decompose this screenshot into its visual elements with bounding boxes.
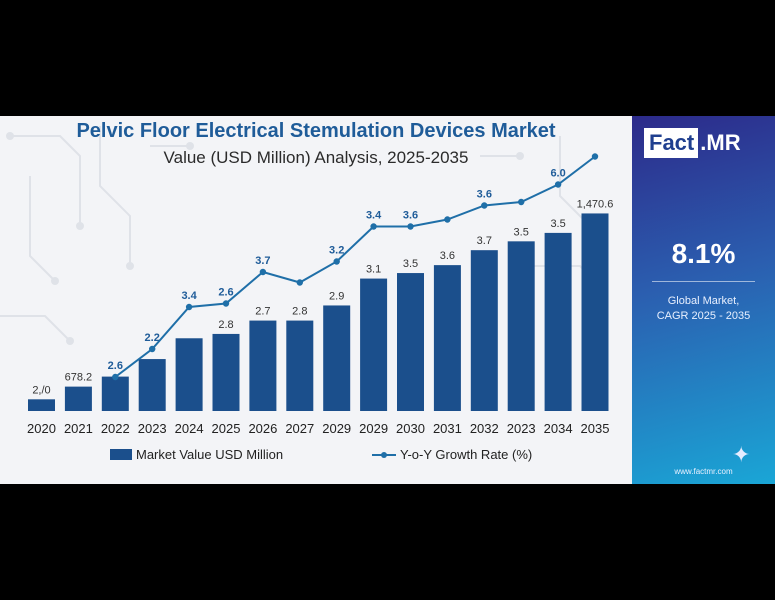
growth-point-10	[407, 223, 414, 230]
growth-line-layer	[112, 153, 599, 381]
bar-label-5: 2.8	[218, 319, 233, 331]
growth-label-5: 2.6	[218, 287, 233, 299]
bar-label-6: 2.7	[255, 306, 270, 318]
bar-label-13: 3.5	[514, 226, 529, 238]
cagr-label-line1: Global Market,	[667, 295, 740, 307]
growth-label-10: 3.6	[403, 210, 418, 222]
bar-6	[249, 320, 277, 411]
logo-dot: .	[700, 130, 707, 155]
bar-13	[507, 241, 535, 411]
factmr-side-panel: Fact .MR 8.1% Global Market, CAGR 2025 -…	[632, 116, 775, 484]
bar-label-7: 2.8	[292, 306, 307, 318]
growth-point-4	[185, 303, 193, 311]
bar-8	[323, 305, 351, 411]
x-tick-label-14: 2034	[544, 421, 573, 436]
bar-10	[397, 273, 424, 411]
x-tick-label-6: 2026	[248, 421, 277, 436]
chart-title: Pelvic Floor Electrical Stemulation Devi…	[76, 120, 556, 142]
x-tick-label-2: 2022	[101, 421, 130, 436]
x-tick-label-9: 2029	[359, 421, 388, 436]
chart-subtitle: Value (USD Million) Analysis, 2025-2035	[163, 148, 469, 167]
bar-14	[544, 232, 572, 411]
bar-9	[360, 278, 388, 411]
x-tick-label-4: 2024	[175, 421, 204, 436]
cagr-label: Global Market, CAGR 2025 - 2035	[632, 294, 775, 324]
x-tick-label-10: 2030	[396, 421, 425, 436]
legend-bar-swatch	[110, 449, 132, 460]
growth-line	[114, 155, 596, 378]
logo-text-mr: .MR	[698, 128, 740, 158]
growth-label-14: 6.0	[550, 168, 565, 180]
bar-label-1: 678.2	[65, 372, 93, 384]
bar-3	[138, 359, 166, 411]
bar-2	[101, 376, 129, 411]
growth-point-8	[333, 258, 340, 265]
bar-11	[433, 265, 461, 411]
growth-point-3	[149, 345, 156, 353]
growth-label-2: 2.6	[108, 360, 123, 372]
bar-5	[212, 333, 240, 411]
legend-line-marker	[381, 452, 387, 458]
growth-point-13	[518, 198, 525, 206]
cagr-value: 8.1%	[671, 238, 736, 269]
growth-point-14	[554, 181, 562, 188]
growth-point-6	[259, 268, 267, 276]
labels-layer: 2,/0 2020 678.2 2021 2022 2023 2024 2.8 2025 2.7 2…	[27, 168, 613, 437]
x-tick-label-1: 2021	[64, 421, 93, 436]
x-tick-label-15: 2035	[581, 421, 610, 436]
bar-label-9: 3.1	[366, 264, 381, 276]
logo-text-mr-label: MR	[706, 130, 741, 155]
growth-point-9	[370, 223, 377, 230]
growth-label-6: 3.7	[255, 255, 270, 267]
chart-legend: Market Value USD Million Y-o-Y Growth Rat…	[110, 447, 532, 462]
growth-point-15	[591, 153, 599, 160]
growth-point-11	[444, 216, 451, 223]
growth-point-12	[481, 202, 488, 209]
logo-text-fact: Fact	[644, 128, 699, 158]
bar-label-11: 3.6	[440, 250, 455, 262]
bar-label-12: 3.7	[477, 235, 492, 247]
x-tick-label-11: 2031	[433, 421, 462, 436]
bar-1	[64, 386, 92, 411]
bar-12	[470, 250, 498, 411]
chart-area: 2,/0 2020 678.2 2021 2022 2023 2024 2.8 2025 2.7 2…	[27, 153, 613, 462]
bar-15	[581, 213, 609, 411]
bar-label-14: 3.5	[550, 218, 565, 230]
bars-layer	[28, 213, 609, 411]
x-tick-label-12: 2032	[470, 421, 499, 436]
bar-label-15: 1,470.6	[577, 198, 614, 210]
infographic-frame: Pelvic Floor Electrical Stemulation Devi…	[0, 116, 775, 484]
bar-0	[28, 399, 55, 411]
x-tick-label-8: 2029	[322, 421, 351, 436]
bar-label-10: 3.5	[403, 258, 418, 270]
factmr-logo: Fact .MR	[644, 128, 741, 158]
growth-point-7	[296, 279, 303, 286]
x-tick-label-7: 2027	[285, 421, 314, 436]
x-tick-label-13: 2023	[507, 421, 536, 436]
circuit-background	[0, 126, 604, 345]
growth-label-9: 3.4	[366, 210, 382, 222]
cagr-divider	[652, 281, 755, 282]
cagr-label-line2: CAGR 2025 - 2035	[656, 310, 751, 322]
growth-label-4: 3.4	[181, 290, 197, 302]
legend-line-label: Y-o-Y Growth Rate (%)	[400, 447, 532, 462]
growth-label-12: 3.6	[477, 189, 492, 201]
sparkle-icon: ✦	[732, 442, 751, 467]
x-tick-label-5: 2025	[212, 421, 241, 436]
bar-label-0: 2,/0	[32, 384, 50, 396]
bar-4	[175, 338, 203, 411]
x-tick-label-3: 2023	[138, 421, 167, 436]
x-tick-label-0: 2020	[27, 421, 56, 436]
growth-label-8: 3.2	[329, 245, 344, 257]
website-url: www.factmr.com	[674, 467, 733, 476]
growth-point-5	[222, 300, 230, 307]
bar-label-8: 2.9	[329, 290, 344, 302]
bar-7	[286, 320, 314, 411]
growth-point-2	[112, 373, 119, 381]
legend-bar-label: Market Value USD Million	[136, 447, 283, 462]
growth-label-3: 2.2	[145, 332, 160, 344]
